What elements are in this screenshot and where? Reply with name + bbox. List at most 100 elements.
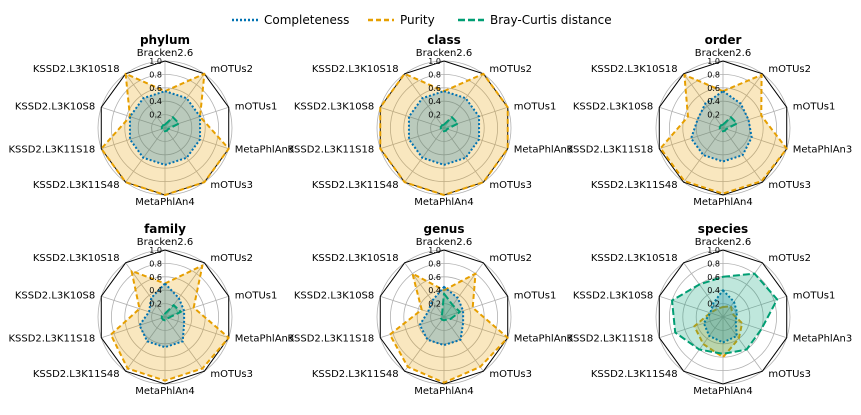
axis-label: KSSD2.L3K10S18 <box>33 64 120 75</box>
legend-item-bray_curtis: Bray-Curtis distance <box>458 13 612 27</box>
axis-label: KSSD2.L3K10S18 <box>312 64 399 75</box>
axis-label: KSSD2.L3K10S18 <box>312 253 399 264</box>
radial-tick-label: 0.6 <box>428 84 441 93</box>
grid-spoke <box>683 262 724 318</box>
grid-spoke <box>380 106 445 129</box>
axis-label: KSSD2.L3K11S18 <box>8 145 95 156</box>
axis-label: KSSD2.L3K10S8 <box>15 290 95 301</box>
radial-tick-label: 0.2 <box>149 111 162 120</box>
axis-label: mOTUs2 <box>489 253 532 264</box>
radial-tick-label: 0.4 <box>149 286 162 295</box>
panel-title: family <box>144 222 186 236</box>
axis-label: MetaPhlAn3 <box>514 334 574 345</box>
radial-tick-label: 0.8 <box>149 259 162 268</box>
grid-spoke <box>659 106 724 129</box>
axis-label: MetaPhlAn4 <box>414 386 474 397</box>
series-completeness-phylum <box>128 90 202 166</box>
axis-label: MetaPhlAn4 <box>414 197 474 208</box>
panel-title: genus <box>424 222 465 236</box>
legend-label-bray_curtis: Bray-Curtis distance <box>490 13 612 27</box>
grid-spoke <box>443 127 484 183</box>
grid-spoke <box>722 73 763 129</box>
legend-label-completeness: Completeness <box>264 13 349 27</box>
axis-label: Bracken2.6 <box>416 48 472 59</box>
grid-spoke <box>722 316 763 372</box>
axis-label: KSSD2.L3K11S48 <box>312 369 399 380</box>
series-purity-order <box>659 73 788 195</box>
axis-label: mOTUs2 <box>210 64 253 75</box>
axis-label: mOTUs3 <box>210 369 253 380</box>
series-bray_curtis-genus <box>439 292 461 322</box>
series-completeness-family <box>138 282 186 349</box>
axis-label: mOTUs1 <box>514 290 557 301</box>
series-bray_curtis-species <box>671 272 779 355</box>
radar-frame <box>100 249 230 385</box>
axis-label: KSSD2.L3K10S18 <box>33 253 120 264</box>
axis-label: MetaPhlAn4 <box>693 386 753 397</box>
grid-spoke <box>659 127 724 150</box>
panel-title: class <box>427 33 461 47</box>
axis-label: mOTUs3 <box>768 180 811 191</box>
radial-tick-label: 0.4 <box>428 286 441 295</box>
grid-spoke <box>164 316 229 339</box>
radar-frame <box>379 249 509 385</box>
axis-label: KSSD2.L3K11S18 <box>566 145 653 156</box>
radial-tick-label: 0.4 <box>428 97 441 106</box>
grid-spoke <box>125 316 166 372</box>
axis-label: KSSD2.L3K10S8 <box>294 290 374 301</box>
grid-spoke <box>404 127 445 183</box>
axis-label: MetaPhlAn3 <box>235 145 295 156</box>
grid-spoke <box>443 316 508 339</box>
series-completeness-genus <box>418 285 465 347</box>
legend: Completeness Purity Bray-Curtis distance <box>232 13 612 27</box>
grid-spoke <box>404 73 445 129</box>
radial-tick-label: 0.2 <box>428 300 441 309</box>
grid-spoke <box>443 262 484 318</box>
radial-tick-label: 0.8 <box>149 70 162 79</box>
axis-label: KSSD2.L3K11S18 <box>287 145 374 156</box>
series-purity-species <box>693 305 744 359</box>
axis-label: KSSD2.L3K11S48 <box>591 369 678 380</box>
radial-tick-label: 1.0 <box>149 246 162 255</box>
axis-label: MetaPhlAn4 <box>693 197 753 208</box>
radial-tick-label: 0.4 <box>707 97 720 106</box>
radial-tick-label: 0.2 <box>428 111 441 120</box>
grid-spoke <box>125 127 166 183</box>
axis-label: KSSD2.L3K11S18 <box>287 334 374 345</box>
axis-label: mOTUs2 <box>768 64 811 75</box>
grid-spoke <box>164 73 205 129</box>
axis-label: KSSD2.L3K11S48 <box>312 180 399 191</box>
axis-label: mOTUs1 <box>793 290 836 301</box>
radial-tick-label: 1.0 <box>428 57 441 66</box>
radial-tick-label: 0.8 <box>428 70 441 79</box>
grid-spoke <box>380 295 445 318</box>
radial-tick-label: 0.2 <box>707 300 720 309</box>
axis-label: mOTUs2 <box>489 64 532 75</box>
series-purity-genus <box>388 272 509 384</box>
series-completeness-class <box>407 90 481 166</box>
series-bray_curtis-phylum <box>160 116 181 133</box>
radial-tick-label: 0.4 <box>149 97 162 106</box>
series-bray_curtis-family <box>160 304 182 322</box>
axis-label: mOTUs3 <box>489 369 532 380</box>
radial-tick-label: 1.0 <box>707 246 720 255</box>
axis-label: mOTUs1 <box>235 290 278 301</box>
radial-tick-label: 0.6 <box>707 84 720 93</box>
grid-spoke <box>164 127 205 183</box>
axis-label: mOTUs3 <box>210 180 253 191</box>
radial-tick-label: 0.6 <box>149 84 162 93</box>
axis-label: KSSD2.L3K10S8 <box>573 101 653 112</box>
axis-label: KSSD2.L3K11S18 <box>566 334 653 345</box>
grid-spoke <box>722 316 787 339</box>
grid-spoke <box>443 73 484 129</box>
grid-spoke <box>404 316 445 372</box>
grid-spoke <box>164 295 229 318</box>
axis-label: KSSD2.L3K10S8 <box>573 290 653 301</box>
grid-spoke <box>125 73 166 129</box>
axis-label: mOTUs1 <box>793 101 836 112</box>
panel-title: phylum <box>140 33 190 47</box>
grid-spoke <box>101 127 166 150</box>
